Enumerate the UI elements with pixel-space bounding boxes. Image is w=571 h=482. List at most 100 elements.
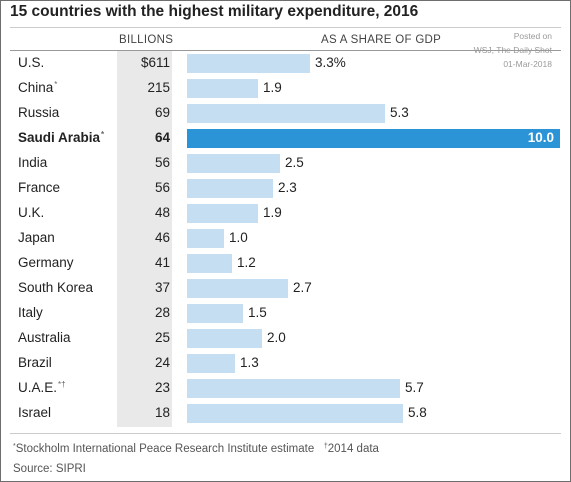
table-row: Israel 18 5.8	[1, 401, 570, 426]
table-row: Germany 41 1.2	[1, 251, 570, 276]
country-name: Russia	[18, 105, 60, 120]
table-row: India 56 2.5	[1, 151, 570, 176]
gdp-share-bar	[187, 204, 258, 223]
country-label: South Korea	[18, 280, 93, 295]
gdp-share-label: 1.9	[263, 205, 282, 220]
gdp-share-label: 1.2	[237, 255, 256, 270]
footnote-mark: †	[323, 443, 328, 450]
country-label: Italy	[18, 305, 43, 320]
country-name: Germany	[18, 255, 74, 270]
country-label: U.S.	[18, 55, 44, 70]
gdp-share-bar	[187, 254, 232, 273]
gdp-share-bar	[187, 379, 400, 398]
gdp-share-label: 1.5	[248, 305, 267, 320]
billions-value: $611	[140, 55, 170, 70]
billions-value: 23	[154, 380, 170, 395]
table-row: France 56 2.3	[1, 176, 570, 201]
billions-value: 48	[154, 205, 170, 220]
share-column-header: AS A SHARE OF GDP	[321, 34, 442, 46]
header-divider	[10, 50, 561, 51]
gdp-share-label: 2.3	[278, 180, 297, 195]
source-note: Source: SIPRI	[13, 463, 86, 475]
gdp-share-bar	[187, 129, 560, 148]
billions-value: 24	[154, 355, 170, 370]
gdp-share-label: 5.3	[390, 105, 409, 120]
gdp-share-label: 5.8	[408, 405, 427, 420]
table-row: China* 215 1.9	[1, 76, 570, 101]
table-row: U.A.E.*† 23 5.7	[1, 376, 570, 401]
billions-column-header: BILLIONS	[119, 34, 174, 46]
country-name: China	[18, 80, 54, 95]
table-row: U.K. 48 1.9	[1, 201, 570, 226]
gdp-share-bar	[187, 179, 273, 198]
gdp-share-bar	[187, 154, 280, 173]
billions-value: 56	[154, 180, 170, 195]
country-name: Saudi Arabia	[18, 130, 101, 145]
table-row: Japan 46 1.0	[1, 226, 570, 251]
table-row: Saudi Arabia* 64 10.0	[1, 126, 570, 151]
title-divider	[10, 27, 561, 28]
gdp-share-bar	[187, 279, 288, 298]
table-row: Russia 69 5.3	[1, 101, 570, 126]
footnote-mark: *	[54, 80, 58, 89]
gdp-share-bar	[187, 354, 235, 373]
country-name: U.A.E.	[18, 380, 58, 395]
country-name: U.K.	[18, 205, 45, 220]
footnote-text: 2014 data	[327, 443, 379, 455]
gdp-share-label: 1.3	[240, 355, 259, 370]
country-label: France	[18, 180, 60, 195]
table-row: Italy 28 1.5	[1, 301, 570, 326]
footnote: *Stockholm International Peace Research …	[13, 443, 379, 455]
billions-column-band	[117, 51, 172, 427]
country-name: U.S.	[18, 55, 45, 70]
chart-title: 15 countries with the highest military e…	[10, 3, 419, 20]
billions-value: 64	[154, 130, 170, 145]
gdp-share-bar	[187, 54, 310, 73]
country-label: Japan	[18, 230, 55, 245]
chart-rows: U.S. $611 3.3% China* 215 1.9 Russia 69 5.3 Saudi…	[1, 51, 570, 427]
country-label: Russia	[18, 105, 59, 120]
billions-value: 37	[154, 280, 170, 295]
footnote-mark: *	[13, 443, 16, 450]
gdp-share-bar	[187, 79, 258, 98]
gdp-share-bar	[187, 104, 385, 123]
gdp-share-label: 10.0	[527, 130, 554, 145]
gdp-share-label: 2.7	[293, 280, 312, 295]
billions-value: 25	[154, 330, 170, 345]
country-label: Germany	[18, 255, 74, 270]
table-row: Brazil 24 1.3	[1, 351, 570, 376]
country-name: Italy	[18, 305, 43, 320]
country-name: Brazil	[18, 355, 52, 370]
billions-value: 215	[147, 80, 170, 95]
country-name: Israel	[18, 405, 52, 420]
gdp-share-bar	[187, 329, 262, 348]
country-label: Australia	[18, 330, 71, 345]
country-label: China*	[18, 80, 57, 95]
country-name: France	[18, 180, 61, 195]
table-row: South Korea 37 2.7	[1, 276, 570, 301]
billions-value: 41	[154, 255, 170, 270]
footnote-mark: *†	[58, 380, 66, 389]
country-label: Brazil	[18, 355, 52, 370]
gdp-share-label: 5.7	[405, 380, 424, 395]
gdp-share-label: 2.0	[267, 330, 286, 345]
country-label: Israel	[18, 405, 51, 420]
billions-value: 69	[154, 105, 170, 120]
country-label: U.K.	[18, 205, 44, 220]
country-name: Japan	[18, 230, 55, 245]
posted-note-line: 01-Mar-2018	[503, 59, 552, 69]
billions-value: 46	[154, 230, 170, 245]
country-label: U.A.E.*†	[18, 380, 66, 395]
footer-divider	[10, 433, 561, 434]
table-row: Australia 25 2.0	[1, 326, 570, 351]
country-name: Australia	[18, 330, 71, 345]
country-label: India	[18, 155, 47, 170]
gdp-share-label: 1.9	[263, 80, 282, 95]
billions-value: 18	[154, 405, 170, 420]
gdp-share-label: 1.0	[229, 230, 248, 245]
billions-value: 28	[154, 305, 170, 320]
table-row: U.S. $611 3.3%	[1, 51, 570, 76]
footnote-mark: *	[101, 130, 105, 139]
gdp-share-label: 3.3%	[315, 55, 346, 70]
